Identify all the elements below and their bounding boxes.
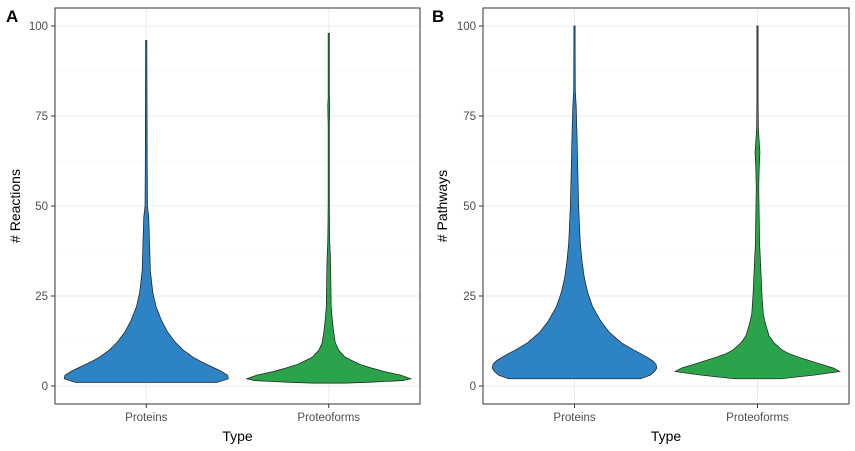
violin-proteins [491,25,658,380]
y-tick-label: 50 [463,201,476,213]
x-tick-label: Proteoforms [726,412,789,424]
y-tick-label: 75 [35,111,48,123]
y-tick-label: 75 [463,111,476,123]
y-tick-label: 25 [463,291,476,303]
y-tick-label: 0 [42,381,48,393]
panel-tag: B [432,7,444,26]
violin-proteins [63,40,229,383]
x-tick-label: Proteoforms [297,412,360,424]
y-axis-title: # Pathways [434,170,450,242]
y-tick-label: 100 [29,21,48,33]
x-tick-label: Proteins [553,412,595,424]
panel-a: A 0 25 50 75 100 Proteins Proteoforms Type # Reac… [6,7,421,444]
y-axis-title: # Reactions [7,169,23,243]
violin-proteoforms [245,32,413,384]
x-axis-title: Type [222,428,253,444]
panel-tag: A [6,7,18,26]
y-tick-label: 50 [35,201,48,213]
y-tick-label: 100 [457,21,476,33]
x-tick-label: Proteins [125,412,167,424]
panel-b: B 0 25 50 75 100 Proteins Proteoforms Type # Path… [432,7,850,444]
violin-proteoforms [674,25,841,380]
y-tick-label: 25 [35,291,48,303]
x-axis-title: Type [651,428,682,444]
y-tick-label: 0 [470,381,476,393]
